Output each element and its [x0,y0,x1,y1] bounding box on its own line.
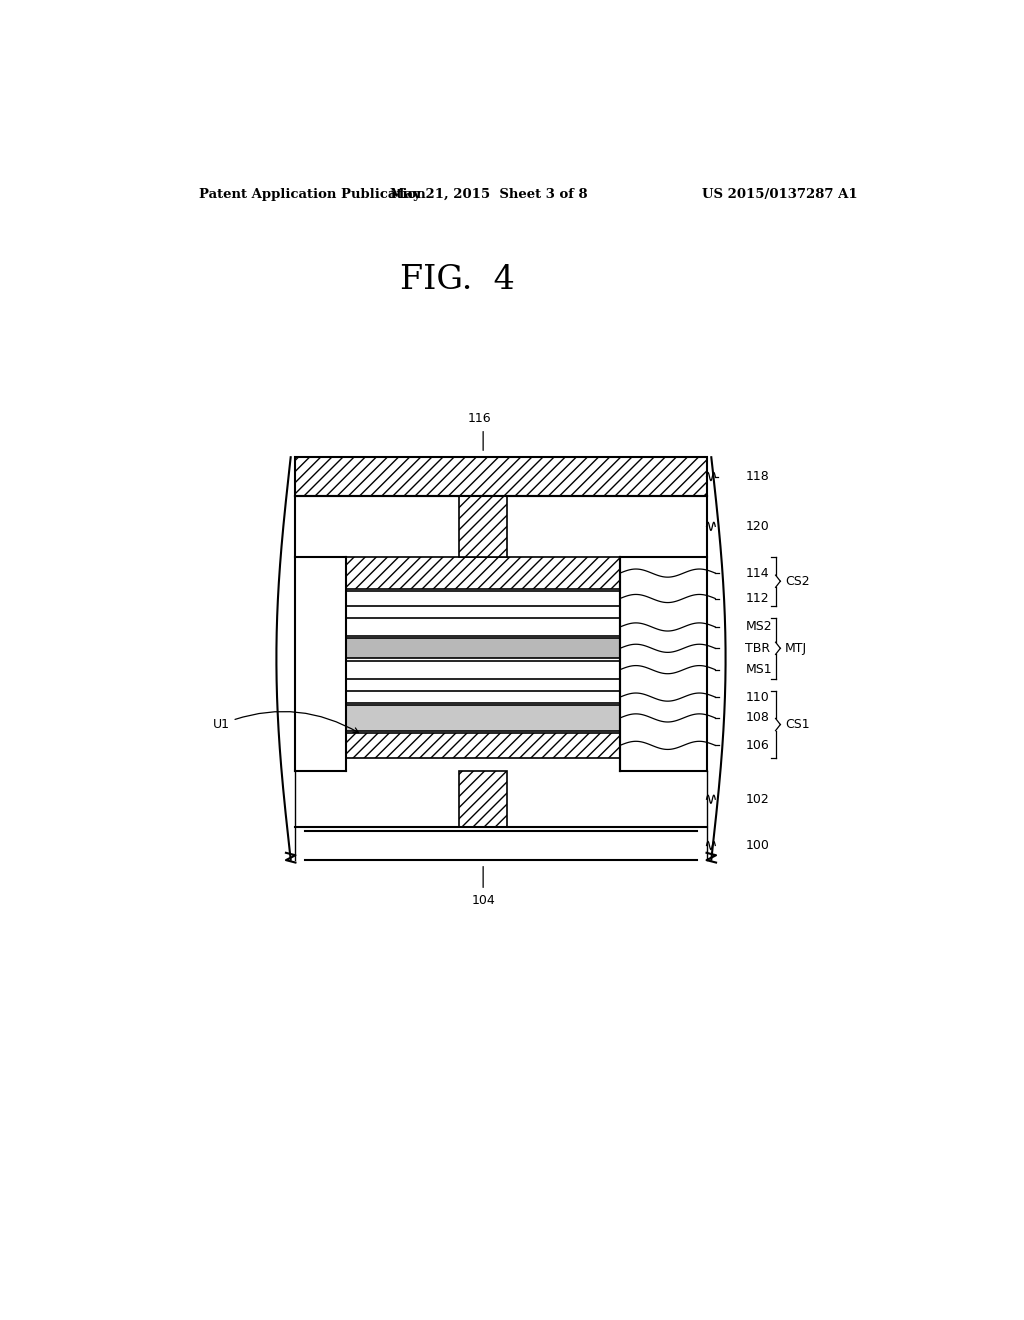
Bar [346,618,620,636]
Bar [346,557,620,589]
Bar [296,496,346,557]
Bar [346,660,620,678]
Text: 106: 106 [745,739,769,752]
Text: Patent Application Publication: Patent Application Publication [200,189,426,202]
Text: MS1: MS1 [745,663,772,676]
Text: US 2015/0137287 A1: US 2015/0137287 A1 [702,189,858,202]
Text: 120: 120 [745,520,769,533]
Bar [346,690,620,704]
Text: 102: 102 [745,793,769,805]
Bar [346,638,620,659]
Text: TBR: TBR [745,642,770,655]
Text: 104: 104 [471,894,495,907]
Text: 110: 110 [745,690,769,704]
Bar [460,771,507,828]
Bar [296,457,707,496]
Text: 108: 108 [745,711,769,725]
Bar [346,705,620,731]
Text: 116: 116 [467,412,490,425]
Text: MS2: MS2 [745,620,772,634]
Text: MTJ: MTJ [785,642,807,655]
Bar [460,496,507,557]
Bar [346,591,620,606]
Text: CS2: CS2 [785,574,810,587]
Text: May 21, 2015  Sheet 3 of 8: May 21, 2015 Sheet 3 of 8 [390,189,588,202]
Text: 118: 118 [745,470,769,483]
Text: 114: 114 [745,566,769,579]
Bar [346,733,620,758]
Text: CS1: CS1 [785,718,810,731]
Text: U1: U1 [213,711,358,733]
Text: FIG.  4: FIG. 4 [400,264,515,297]
Text: 100: 100 [745,840,769,851]
Bar [620,496,707,557]
Text: 112: 112 [745,591,769,605]
